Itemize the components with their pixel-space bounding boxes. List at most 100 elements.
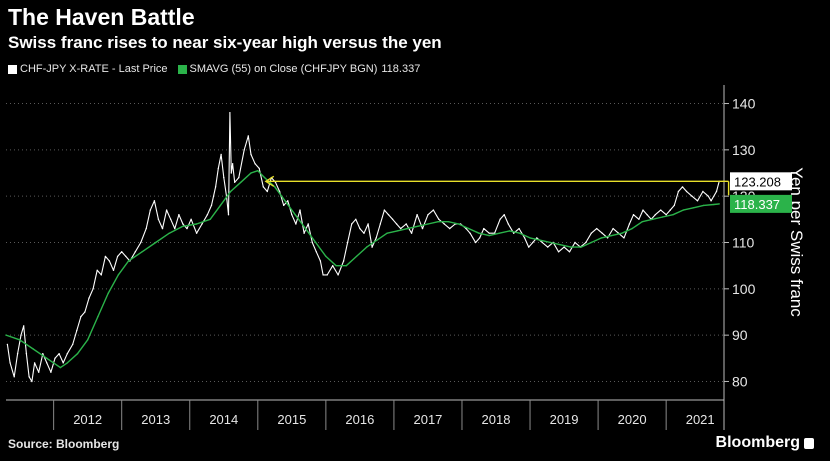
price-point-152 xyxy=(665,214,667,216)
price-point-91 xyxy=(363,232,365,234)
price-point-84 xyxy=(332,265,334,267)
price-point-25 xyxy=(100,274,103,276)
legend-swatch-sma xyxy=(177,64,187,74)
sma-point-41 xyxy=(437,221,439,223)
price-point-67 xyxy=(262,186,264,188)
price-point-123 xyxy=(518,227,520,230)
legend-label-sma: SMAVG (55) on Close (CHFJPY BGN) xyxy=(189,63,378,75)
price-point-40 xyxy=(165,209,168,211)
price-point-53 xyxy=(220,153,222,156)
price-point-125 xyxy=(528,246,530,248)
price-point-102 xyxy=(410,232,413,234)
x-tick-label-2014: 2014 xyxy=(209,412,238,427)
sma-point-45 xyxy=(478,232,480,234)
source-note: Source: Bloomberg xyxy=(8,437,120,451)
price-point-24 xyxy=(96,269,98,271)
sma-point-42 xyxy=(447,221,450,223)
sma-point-55 xyxy=(580,246,582,248)
sma-point-52 xyxy=(549,241,552,244)
sma-point-50 xyxy=(529,237,531,239)
sma-point-25 xyxy=(274,186,276,188)
legend: CHF-JPY X-RATE - Last Price SMAVG (55) o… xyxy=(8,63,430,75)
sma-point-22 xyxy=(250,172,252,174)
price-point-27 xyxy=(108,260,111,262)
price-point-150 xyxy=(654,214,656,216)
sma-point-29 xyxy=(315,241,317,244)
price-point-144 xyxy=(628,223,631,225)
price-point-72 xyxy=(283,204,285,207)
price-point-132 xyxy=(563,246,565,248)
sma-point-17 xyxy=(195,223,198,225)
price-point-134 xyxy=(574,241,576,244)
price-point-82 xyxy=(322,274,324,276)
sma-point-57 xyxy=(600,237,603,239)
price-point-34 xyxy=(140,241,142,244)
price-point-51 xyxy=(214,186,217,188)
y-tick-label-140: 140 xyxy=(732,96,756,112)
price-point-8 xyxy=(31,380,33,383)
sma-point-27 xyxy=(294,214,296,216)
price-point-99 xyxy=(395,223,398,225)
x-tick-label-2016: 2016 xyxy=(345,412,374,427)
price-point-86 xyxy=(342,260,345,262)
y-tick-label-110: 110 xyxy=(732,235,755,251)
price-point-113 xyxy=(469,232,471,234)
price-point-28 xyxy=(112,269,115,271)
x-tick-label-2019: 2019 xyxy=(550,412,579,427)
sma-line xyxy=(5,170,720,369)
price-point-2 xyxy=(13,376,15,378)
price-point-104 xyxy=(421,227,424,230)
price-point-45 xyxy=(186,227,188,230)
sma-point-13 xyxy=(141,251,143,253)
sma-point-66 xyxy=(692,207,695,209)
price-point-148 xyxy=(646,214,648,216)
sma-point-14 xyxy=(155,241,157,244)
sma-point-1 xyxy=(18,339,21,341)
price-point-3 xyxy=(16,353,19,355)
price-point-44 xyxy=(182,223,184,225)
price-point-63 xyxy=(247,135,249,137)
sma-point-43 xyxy=(457,223,460,225)
price-point-114 xyxy=(474,241,477,244)
sma-point-40 xyxy=(427,223,429,225)
price-point-94 xyxy=(375,237,377,239)
price-point-47 xyxy=(195,232,198,234)
price-point-158 xyxy=(691,195,693,197)
sma-point-9 xyxy=(97,315,99,318)
price-point-154 xyxy=(673,204,675,207)
sma-point-3 xyxy=(46,357,48,359)
price-point-50 xyxy=(210,204,213,207)
price-point-95 xyxy=(379,223,381,225)
price-point-79 xyxy=(311,241,313,244)
price-point-161 xyxy=(707,195,709,197)
price-point-41 xyxy=(170,218,172,220)
price-point-16 xyxy=(62,362,64,364)
price-point-137 xyxy=(590,232,592,234)
price-point-139 xyxy=(601,232,603,234)
price-point-10 xyxy=(38,371,40,373)
legend-swatch-price xyxy=(8,64,17,74)
price-point-147 xyxy=(642,209,644,211)
price-point-119 xyxy=(499,218,501,220)
price-point-18 xyxy=(72,343,74,346)
price-point-22 xyxy=(88,297,90,299)
price-point-97 xyxy=(387,214,390,216)
x-tick-label-2012: 2012 xyxy=(73,412,102,427)
sma-point-67 xyxy=(702,204,705,207)
price-point-35 xyxy=(145,227,147,230)
price-point-31 xyxy=(125,255,127,258)
price-point-83 xyxy=(326,274,328,276)
price-point-5 xyxy=(23,325,25,327)
price-point-124 xyxy=(523,237,526,239)
y-tick-label-130: 130 xyxy=(732,142,756,158)
sma-point-2 xyxy=(32,348,34,350)
price-point-26 xyxy=(104,255,107,258)
sma-point-10 xyxy=(107,292,109,295)
y-tick-label-90: 90 xyxy=(732,327,748,343)
sma-point-46 xyxy=(488,234,490,237)
price-point-126 xyxy=(532,241,534,244)
sma-point-26 xyxy=(284,200,286,202)
legend-value-sma: 118.337 xyxy=(381,63,421,75)
price-point-127 xyxy=(536,237,538,239)
